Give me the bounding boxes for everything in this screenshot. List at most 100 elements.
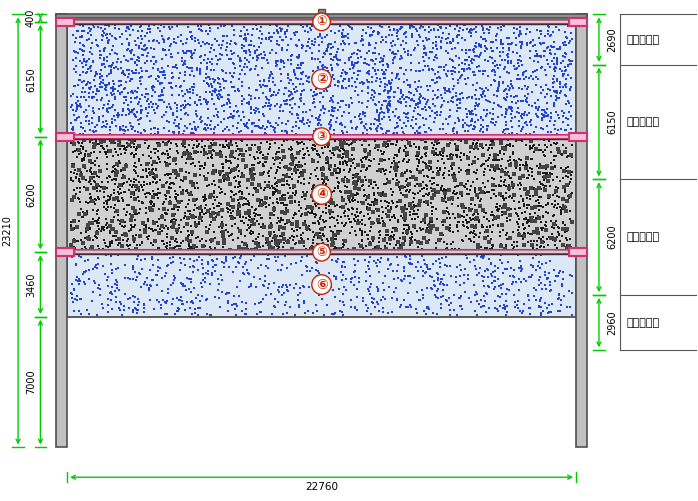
Point	[542, 111, 554, 119]
Point	[103, 203, 114, 211]
Point	[225, 78, 236, 86]
Point	[386, 213, 397, 221]
Point	[327, 71, 339, 79]
Point	[285, 193, 297, 201]
Point	[190, 305, 201, 313]
Point	[297, 169, 309, 177]
Point	[380, 66, 392, 74]
Point	[140, 105, 151, 113]
Point	[498, 304, 509, 312]
Point	[352, 188, 363, 196]
Point	[399, 217, 410, 225]
Point	[373, 301, 384, 309]
Point	[215, 185, 226, 193]
Point	[258, 223, 269, 231]
Point	[294, 139, 305, 147]
Point	[144, 159, 155, 167]
Point	[260, 203, 272, 211]
Point	[131, 150, 142, 158]
Point	[470, 221, 481, 229]
Point	[563, 172, 574, 180]
Point	[463, 28, 475, 36]
Point	[200, 28, 211, 36]
Point	[385, 163, 396, 171]
Point	[91, 87, 103, 95]
Point	[158, 68, 170, 76]
Point	[270, 169, 281, 177]
Point	[514, 174, 526, 182]
Point	[177, 281, 188, 289]
Point	[257, 170, 268, 178]
Point	[428, 148, 439, 156]
Point	[486, 280, 497, 288]
Point	[275, 27, 286, 35]
Point	[485, 260, 496, 268]
Point	[267, 123, 279, 131]
Point	[368, 120, 379, 128]
Point	[428, 87, 439, 95]
Point	[131, 181, 142, 189]
Point	[104, 171, 115, 179]
Point	[235, 54, 246, 62]
Point	[143, 285, 154, 293]
Point	[362, 130, 373, 138]
Point	[77, 78, 88, 86]
Point	[196, 256, 207, 264]
Point	[112, 160, 123, 168]
Point	[447, 200, 458, 208]
Point	[264, 34, 275, 42]
Point	[482, 244, 493, 253]
Point	[152, 244, 163, 253]
Point	[202, 169, 214, 177]
Point	[518, 97, 529, 105]
Point	[521, 25, 533, 33]
Point	[68, 193, 79, 201]
Point	[178, 59, 189, 67]
Point	[111, 207, 122, 215]
Point	[428, 151, 439, 159]
Point	[415, 187, 426, 195]
Point	[73, 194, 84, 202]
Point	[108, 188, 119, 196]
Point	[369, 201, 380, 209]
Point	[303, 73, 314, 81]
Point	[438, 174, 450, 182]
Point	[249, 170, 260, 178]
Point	[262, 83, 273, 91]
Point	[541, 162, 552, 170]
Point	[470, 213, 482, 221]
Point	[94, 173, 105, 181]
Point	[529, 209, 540, 217]
Point	[124, 245, 135, 254]
Point	[148, 106, 159, 114]
Point	[120, 188, 131, 196]
Point	[470, 39, 481, 47]
Point	[214, 150, 225, 158]
Point	[158, 138, 169, 146]
Point	[250, 104, 261, 112]
Point	[282, 74, 293, 82]
Point	[233, 199, 244, 207]
Point	[339, 264, 350, 272]
Point	[195, 22, 207, 30]
Point	[217, 141, 228, 149]
Point	[74, 102, 85, 110]
Point	[335, 213, 346, 221]
Point	[336, 193, 348, 201]
Point	[519, 200, 530, 208]
Point	[296, 212, 307, 220]
Point	[364, 205, 375, 213]
Point	[522, 201, 533, 209]
Point	[319, 50, 330, 58]
Point	[79, 257, 90, 265]
Point	[302, 223, 313, 231]
Point	[550, 108, 561, 116]
Point	[226, 83, 237, 91]
Point	[495, 239, 506, 247]
Point	[561, 180, 572, 188]
Point	[210, 140, 221, 148]
Point	[260, 35, 272, 43]
Point	[426, 149, 438, 157]
Point	[534, 199, 545, 207]
Point	[328, 151, 339, 159]
